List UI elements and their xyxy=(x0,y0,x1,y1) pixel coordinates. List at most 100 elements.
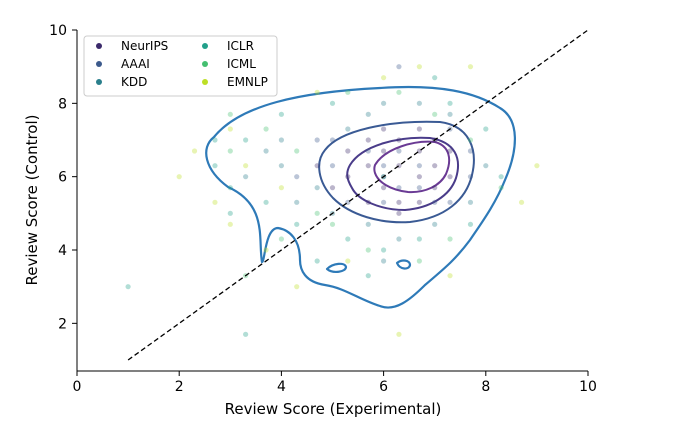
x-tick-label: 10 xyxy=(579,379,597,395)
point-kdd xyxy=(467,199,474,205)
point-kdd xyxy=(381,100,387,106)
density-contour-island-1 xyxy=(325,262,348,273)
legend-marker-emnlp xyxy=(202,79,208,85)
point-iclr xyxy=(243,137,249,143)
y-axis-label: Review Score (Control) xyxy=(23,115,41,286)
point-icml xyxy=(227,148,233,154)
legend-label-neurips: NeurIPS xyxy=(121,39,168,53)
point-icml xyxy=(278,236,284,242)
axes xyxy=(76,30,588,372)
point-kdd xyxy=(432,221,438,227)
point-icml xyxy=(329,221,336,227)
point-neurips xyxy=(314,163,320,169)
x-axis-label: Review Score (Experimental) xyxy=(225,400,442,418)
legend-marker-neurips xyxy=(96,43,102,49)
point-neurips xyxy=(396,199,402,205)
point-kdd xyxy=(381,258,387,264)
point-iclr xyxy=(263,199,269,205)
point-iclr xyxy=(432,75,438,81)
point-iclr xyxy=(243,331,249,337)
point-iclr xyxy=(483,126,489,132)
point-emnlp xyxy=(381,75,387,81)
point-icml xyxy=(432,111,438,117)
point-neurips xyxy=(365,163,371,169)
point-neurips xyxy=(345,174,351,180)
point-aaai xyxy=(329,137,336,143)
point-neurips xyxy=(381,126,387,132)
density-contours xyxy=(205,85,516,309)
legend-label-kdd: KDD xyxy=(121,75,147,89)
point-iclr xyxy=(416,236,422,242)
x-tick-label: 6 xyxy=(379,379,388,395)
point-aaai xyxy=(294,174,300,180)
point-kdd xyxy=(243,174,249,180)
legend-label-iclr: ICLR xyxy=(227,39,254,53)
point-kdd xyxy=(416,100,422,106)
point-aaai xyxy=(381,163,387,169)
point-icml xyxy=(345,89,351,95)
point-aaai xyxy=(381,199,387,205)
point-aaai xyxy=(329,163,336,169)
point-neurips xyxy=(447,148,453,154)
density-contour-inner xyxy=(373,140,451,194)
identity-reference-line xyxy=(127,29,589,361)
point-iclr xyxy=(227,185,233,191)
legend-box xyxy=(83,35,278,97)
point-kdd xyxy=(294,199,300,205)
legend-marker-iclr xyxy=(202,43,208,49)
point-iclr xyxy=(345,236,351,242)
point-icml xyxy=(498,185,504,191)
point-aaai xyxy=(416,163,422,169)
point-kdd xyxy=(365,221,371,227)
y-tick-label: 8 xyxy=(58,96,67,112)
point-neurips xyxy=(329,185,336,191)
y-tick-label: 6 xyxy=(58,170,67,186)
point-iclr xyxy=(381,247,387,253)
density-contour-outer xyxy=(205,85,516,309)
point-emnlp xyxy=(416,64,422,70)
x-tick-label: 2 xyxy=(175,379,184,395)
point-iclr xyxy=(294,221,300,227)
point-aaai xyxy=(467,174,474,180)
point-iclr xyxy=(212,163,218,169)
point-emnlp xyxy=(345,258,351,264)
point-icml xyxy=(447,236,453,242)
point-aaai xyxy=(365,148,371,154)
point-kdd xyxy=(263,148,269,154)
point-kdd xyxy=(447,111,453,117)
point-aaai xyxy=(396,64,402,70)
y-tick-label: 4 xyxy=(58,243,67,259)
y-tick-label: 2 xyxy=(58,316,67,332)
point-neurips xyxy=(416,126,422,132)
point-iclr xyxy=(278,111,284,117)
legend-label-aaai: AAAI xyxy=(121,57,150,71)
point-emnlp xyxy=(447,273,453,279)
point-icml xyxy=(416,258,422,264)
point-iclr xyxy=(329,100,336,106)
point-aaai xyxy=(432,199,438,205)
density-contour-island-2 xyxy=(395,259,412,270)
point-neurips xyxy=(416,199,422,205)
point-icml xyxy=(365,247,371,253)
point-aaai xyxy=(447,199,453,205)
axis-ticks: 0 2 4 6 8 10 2 4 6 8 10 xyxy=(49,23,597,395)
point-iclr xyxy=(314,258,320,264)
x-tick-label: 4 xyxy=(277,379,286,395)
point-icml xyxy=(294,148,300,154)
point-aaai xyxy=(396,148,402,154)
point-iclr xyxy=(212,137,218,143)
point-neurips xyxy=(432,163,438,169)
point-kdd xyxy=(278,137,284,143)
point-emnlp xyxy=(534,163,540,169)
point-icml xyxy=(314,210,320,216)
point-emnlp xyxy=(314,89,320,95)
point-neurips xyxy=(432,185,438,191)
point-icml xyxy=(467,137,474,143)
point-iclr xyxy=(365,273,371,279)
density-contour-2 xyxy=(318,120,475,224)
point-emnlp xyxy=(176,174,182,180)
scatter-points xyxy=(125,64,540,337)
point-emnlp xyxy=(243,163,249,169)
point-icml xyxy=(227,111,233,117)
